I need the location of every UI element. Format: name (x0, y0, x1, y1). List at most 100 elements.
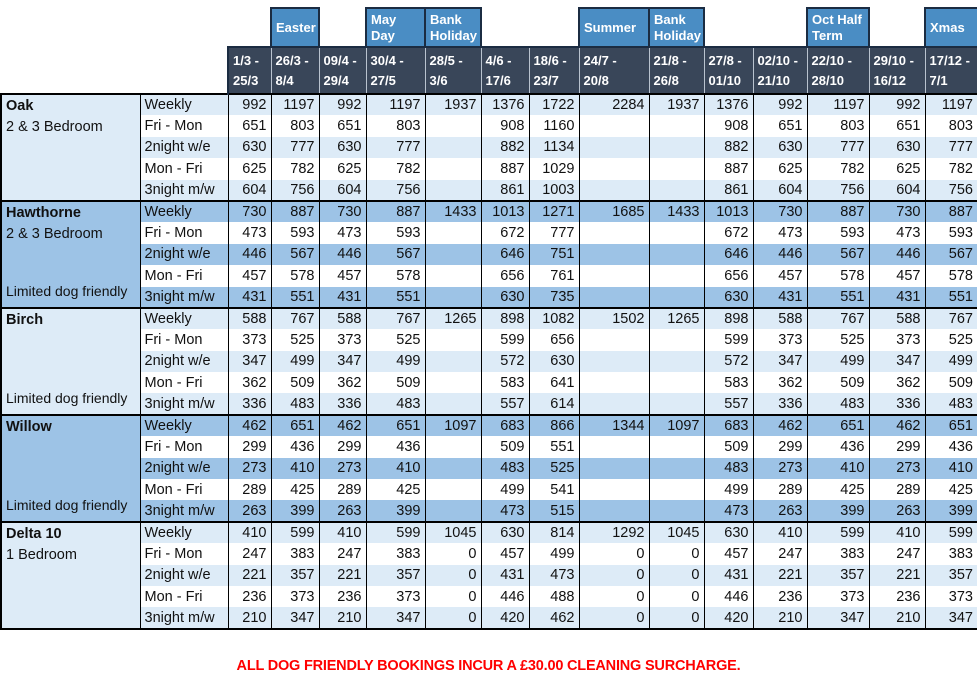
price-cell: 593 (365, 222, 425, 244)
price-cell: 446 (868, 243, 925, 266)
price-cell: 0 (578, 585, 649, 608)
price-cell (578, 329, 649, 351)
price-cell: 578 (365, 265, 425, 287)
price-cell: 908 (480, 115, 529, 137)
price-cell: 263 (752, 500, 807, 522)
price-cell: 782 (270, 158, 319, 180)
season-row: Easter May Day Bank Holiday Summer Bank Holi… (1, 7, 977, 48)
price-cell (424, 286, 481, 308)
table-row: 2night w/e 630 777 630 777 882 1134 882 630 777 63… (1, 136, 977, 159)
dog-surcharge-note: ALL DOG FRIENDLY BOOKINGS INCUR A £30.00… (236, 657, 741, 674)
price-cell: 656 (480, 265, 529, 287)
unit-subtitle: 2 & 3 Bedroom (6, 225, 103, 242)
price-cell: 483 (806, 393, 869, 415)
table-row: Mon - Fri 289 425 289 425 499 541 499 289 425 289 4… (1, 479, 977, 501)
price-cell (578, 136, 649, 159)
price-cell: 483 (270, 393, 319, 415)
price-cell: 866 (528, 413, 579, 437)
price-cell: 599 (270, 520, 319, 544)
date-line-1: 02/10 - (757, 53, 798, 68)
price-cell: 289 (318, 479, 366, 501)
season-header-cell: Oct Half Term (806, 7, 870, 48)
price-cell: 756 (924, 179, 977, 201)
price-cell: 803 (806, 115, 869, 137)
price-cell (578, 179, 649, 201)
price-cell: 462 (752, 413, 807, 437)
price-cell (578, 457, 649, 480)
season-header-empty (529, 8, 579, 47)
price-cell: 221 (227, 564, 271, 586)
price-cell: 588 (318, 306, 366, 330)
price-cell: 567 (270, 243, 319, 266)
price-cell: 247 (868, 543, 925, 565)
price-cell: 593 (270, 222, 319, 244)
header-spacer (1, 8, 228, 47)
price-cell: 599 (806, 520, 869, 544)
price-cell: 567 (924, 243, 977, 266)
season-header-cell: Bank Holiday (424, 7, 482, 48)
price-cell (648, 479, 704, 501)
price-cell: 1003 (528, 179, 579, 201)
price-cell: 803 (924, 115, 977, 137)
date-header-cell: 18/6 - 23/7 (528, 46, 579, 94)
price-cell: 630 (703, 286, 753, 308)
rate-type-cell: 3night m/w (139, 286, 228, 308)
price-cell: 473 (868, 222, 925, 244)
header-spacer (1, 47, 228, 94)
price-cell: 887 (806, 199, 869, 223)
price-cell: 887 (703, 158, 753, 180)
price-cell (578, 500, 649, 522)
price-cell: 299 (318, 436, 366, 458)
table-row: Oak 2 & 3 Bedroom Weekly 992 1197 992 1197 1937… (0, 92, 977, 201)
price-cell: 1160 (528, 115, 579, 137)
price-cell: 247 (227, 543, 271, 565)
pricing-table: Easter May Day Bank Holiday Summer Bank Holi… (0, 7, 977, 630)
price-cell: 2284 (578, 92, 649, 116)
price-cell: 436 (924, 436, 977, 458)
price-cell: 887 (924, 199, 977, 223)
price-cell: 1197 (924, 92, 977, 116)
price-cell: 483 (924, 393, 977, 415)
date-header-cell: 29/10 - 16/12 (868, 46, 925, 94)
table-row: Fri - Mon 247 383 247 383 0 457 499 0 0 457 247 383 2… (1, 543, 977, 565)
price-cell: 425 (924, 479, 977, 501)
price-cell: 509 (806, 372, 869, 394)
price-cell: 499 (528, 543, 579, 565)
price-cell (578, 436, 649, 458)
price-cell: 767 (365, 306, 425, 330)
date-line-2: 26/8 (653, 72, 679, 88)
date-line-1: 26/3 - (275, 53, 309, 68)
price-cell: 273 (868, 457, 925, 480)
price-cell: 630 (703, 520, 753, 544)
price-cell: 630 (480, 286, 529, 308)
season-header-empty (319, 8, 366, 47)
rate-type-cell: 2night w/e (139, 243, 228, 266)
price-cell (424, 329, 481, 351)
price-cell: 410 (227, 520, 271, 544)
price-cell: 336 (752, 393, 807, 415)
price-cell: 583 (480, 372, 529, 394)
price-cell: 373 (924, 585, 977, 608)
price-cell: 1722 (528, 92, 579, 116)
price-cell: 551 (528, 436, 579, 458)
price-cell: 357 (270, 564, 319, 586)
table-row: Fri - Mon 299 436 299 436 509 551 509 299 436 299 4… (1, 436, 977, 458)
price-cell: 483 (365, 393, 425, 415)
unit-name: Delta 10 (6, 525, 62, 542)
unit-name-content: Birch Limited dog friendly (3, 310, 140, 410)
rate-type-cell: Weekly (139, 413, 228, 437)
price-cell: 425 (365, 479, 425, 501)
price-cell: 1197 (270, 92, 319, 116)
unit-subtitle: 2 & 3 Bedroom (6, 119, 103, 136)
season-header-empty (869, 8, 925, 47)
price-cell: 588 (752, 306, 807, 330)
price-cell: 730 (227, 199, 271, 223)
season-header-empty (753, 8, 807, 47)
price-cell (648, 222, 704, 244)
rate-type-cell: Fri - Mon (139, 115, 228, 137)
price-cell: 289 (227, 479, 271, 501)
price-cell: 782 (365, 158, 425, 180)
price-cell: 289 (868, 479, 925, 501)
price-cell: 436 (365, 436, 425, 458)
price-cell: 683 (480, 413, 529, 437)
